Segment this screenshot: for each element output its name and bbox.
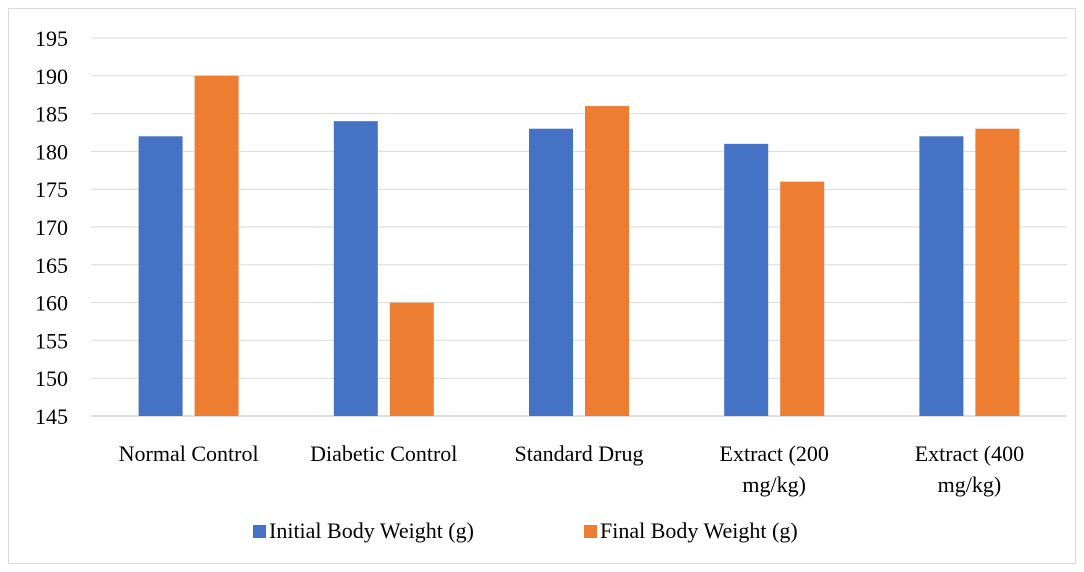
legend: Initial Body Weight (g) Final Body Weight… bbox=[253, 518, 798, 543]
bar-initial-2 bbox=[529, 129, 573, 416]
bar-initial-3 bbox=[724, 144, 768, 416]
y-tick-label: 190 bbox=[35, 64, 68, 89]
bar-final-4 bbox=[975, 129, 1019, 416]
y-tick-label: 180 bbox=[35, 139, 68, 164]
y-tick-label: 185 bbox=[35, 102, 68, 127]
legend-swatch-initial bbox=[253, 525, 266, 538]
y-tick-label: 170 bbox=[35, 215, 68, 240]
y-tick-label: 175 bbox=[35, 177, 68, 202]
x-category-label: mg/kg) bbox=[742, 472, 806, 497]
x-category-label: Extract (200 bbox=[720, 441, 829, 466]
x-category-label: Diabetic Control bbox=[310, 441, 457, 466]
y-tick-label: 195 bbox=[35, 26, 68, 51]
y-axis-tick-labels: 145 150 155 160 165 170 175 180 185 190 195 bbox=[35, 26, 68, 429]
y-tick-label: 150 bbox=[35, 366, 68, 391]
bar-final-2 bbox=[585, 106, 629, 416]
legend-label-final: Final Body Weight (g) bbox=[600, 518, 798, 543]
y-tick-label: 145 bbox=[35, 404, 68, 429]
y-tick-label: 165 bbox=[35, 253, 68, 278]
y-tick-label: 155 bbox=[35, 328, 68, 353]
x-category-label: mg/kg) bbox=[938, 472, 1002, 497]
legend-label-initial: Initial Body Weight (g) bbox=[269, 518, 474, 543]
bar-final-3 bbox=[780, 182, 824, 416]
bar-initial-4 bbox=[919, 136, 963, 416]
x-category-label: Standard Drug bbox=[515, 441, 644, 466]
legend-swatch-final bbox=[584, 525, 597, 538]
x-category-label: Normal Control bbox=[119, 441, 259, 466]
y-tick-label: 160 bbox=[35, 291, 68, 316]
bar-final-1 bbox=[390, 303, 434, 416]
x-category-label: Extract (400 bbox=[915, 441, 1024, 466]
bars bbox=[139, 76, 1020, 416]
bar-initial-0 bbox=[139, 136, 183, 416]
x-axis-category-labels: Normal Control Diabetic Control Standard D… bbox=[119, 441, 1024, 497]
bar-final-0 bbox=[195, 76, 239, 416]
bar-initial-1 bbox=[334, 121, 378, 416]
